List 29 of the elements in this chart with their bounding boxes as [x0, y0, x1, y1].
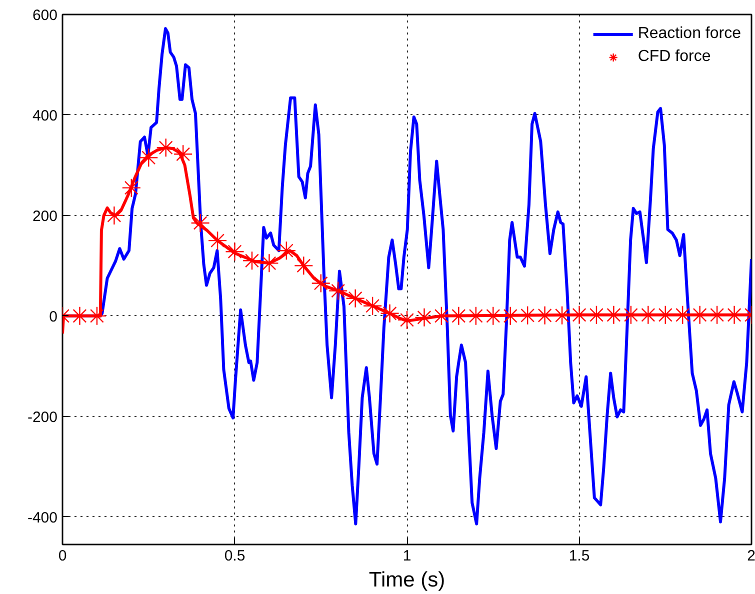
point: [208, 230, 228, 250]
point: [242, 251, 262, 270]
point: [190, 213, 210, 233]
point: [276, 241, 296, 260]
y-tick-label: 400: [32, 107, 58, 124]
point: [311, 274, 330, 293]
x-tick-label: 1.5: [568, 548, 590, 564]
x-axis-title: Time (s): [368, 568, 446, 592]
y-tick-label: -200: [27, 408, 58, 426]
x-tick-label: 0.5: [224, 548, 246, 564]
legend-label: Reaction force: [638, 25, 741, 43]
point: [156, 138, 176, 158]
point: [362, 296, 382, 316]
point: [122, 178, 141, 198]
y-tick-label: 200: [32, 208, 58, 225]
point: [294, 256, 314, 276]
point: [225, 242, 244, 262]
x-tick-label: 1: [402, 548, 412, 564]
legend-label: CFD force: [638, 48, 711, 66]
point: [346, 288, 365, 308]
point: [380, 304, 400, 324]
point: [139, 148, 158, 168]
point: [104, 206, 124, 226]
point: [260, 254, 279, 273]
point: [328, 281, 348, 300]
y-tick-label: 600: [32, 7, 58, 24]
y-tick-label: 0: [49, 308, 58, 326]
x-tick-label: 2: [747, 548, 755, 564]
y-tick-label: -400: [27, 509, 58, 526]
